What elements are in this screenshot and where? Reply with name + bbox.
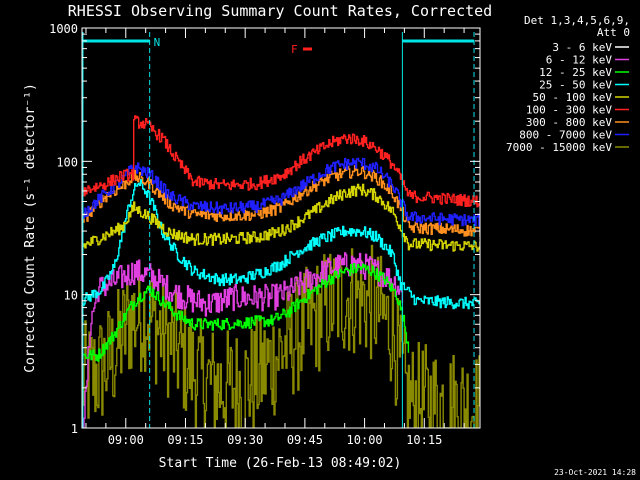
x-tick-label: 10:00 <box>347 433 383 447</box>
legend-label: 50 - 100 keV <box>533 91 613 104</box>
x-axis-label: Start Time (26-Feb-13 08:49:02) <box>159 456 402 471</box>
chart-title: RHESSI Observing Summary Count Rates, Co… <box>68 2 492 20</box>
legend-label: 25 - 50 keV <box>539 79 612 92</box>
series-25-50-kev <box>82 179 480 310</box>
legend-label: 6 - 12 keV <box>546 54 613 67</box>
series-layer <box>82 115 480 428</box>
timestamp: 23-Oct-2021 14:28 <box>554 468 636 477</box>
night-label: N <box>154 36 161 49</box>
series-100-300-kev <box>82 115 480 208</box>
legend-label: 300 - 800 keV <box>526 116 612 129</box>
legend-label: 3 - 6 keV <box>552 41 612 54</box>
y-axis-label: Corrected Count Rate (s⁻¹ detector⁻¹) <box>23 83 38 373</box>
x-tick-label: 10:15 <box>406 433 442 447</box>
y-axis: 1 10 100 1000 <box>49 22 480 436</box>
x-tick-label: 09:30 <box>227 433 263 447</box>
legend-header-2: Att 0 <box>597 26 630 39</box>
y-tick-label: 100 <box>56 155 78 169</box>
x-tick-label: 09:15 <box>167 433 203 447</box>
plot-frame <box>81 27 481 429</box>
flare-label: F <box>291 43 298 56</box>
series-7000-15000-kev <box>82 244 480 428</box>
x-tick-label: 09:45 <box>287 433 323 447</box>
series-6-12-kev <box>82 252 404 428</box>
y-tick-label: 1 <box>71 422 78 436</box>
legend-label: 800 - 7000 keV <box>519 129 612 142</box>
y-tick-label: 1000 <box>49 22 78 36</box>
series-800-7000-kev <box>82 157 480 227</box>
series-50-100-kev <box>82 183 480 252</box>
annotation-layer: NF <box>82 32 475 428</box>
legend-header-1: Det 1,3,4,5,6,9, <box>524 14 630 27</box>
x-axis: 09:00 09:15 09:30 09:45 10:00 10:15 <box>85 28 465 447</box>
legend-label: 100 - 300 keV <box>526 104 612 117</box>
series-12-25-kev <box>82 263 410 362</box>
y-tick-label: 10 <box>64 289 78 303</box>
x-tick-label: 09:00 <box>108 433 144 447</box>
legend-label: 7000 - 15000 keV <box>506 141 612 154</box>
legend-label: 12 - 25 keV <box>539 66 612 79</box>
